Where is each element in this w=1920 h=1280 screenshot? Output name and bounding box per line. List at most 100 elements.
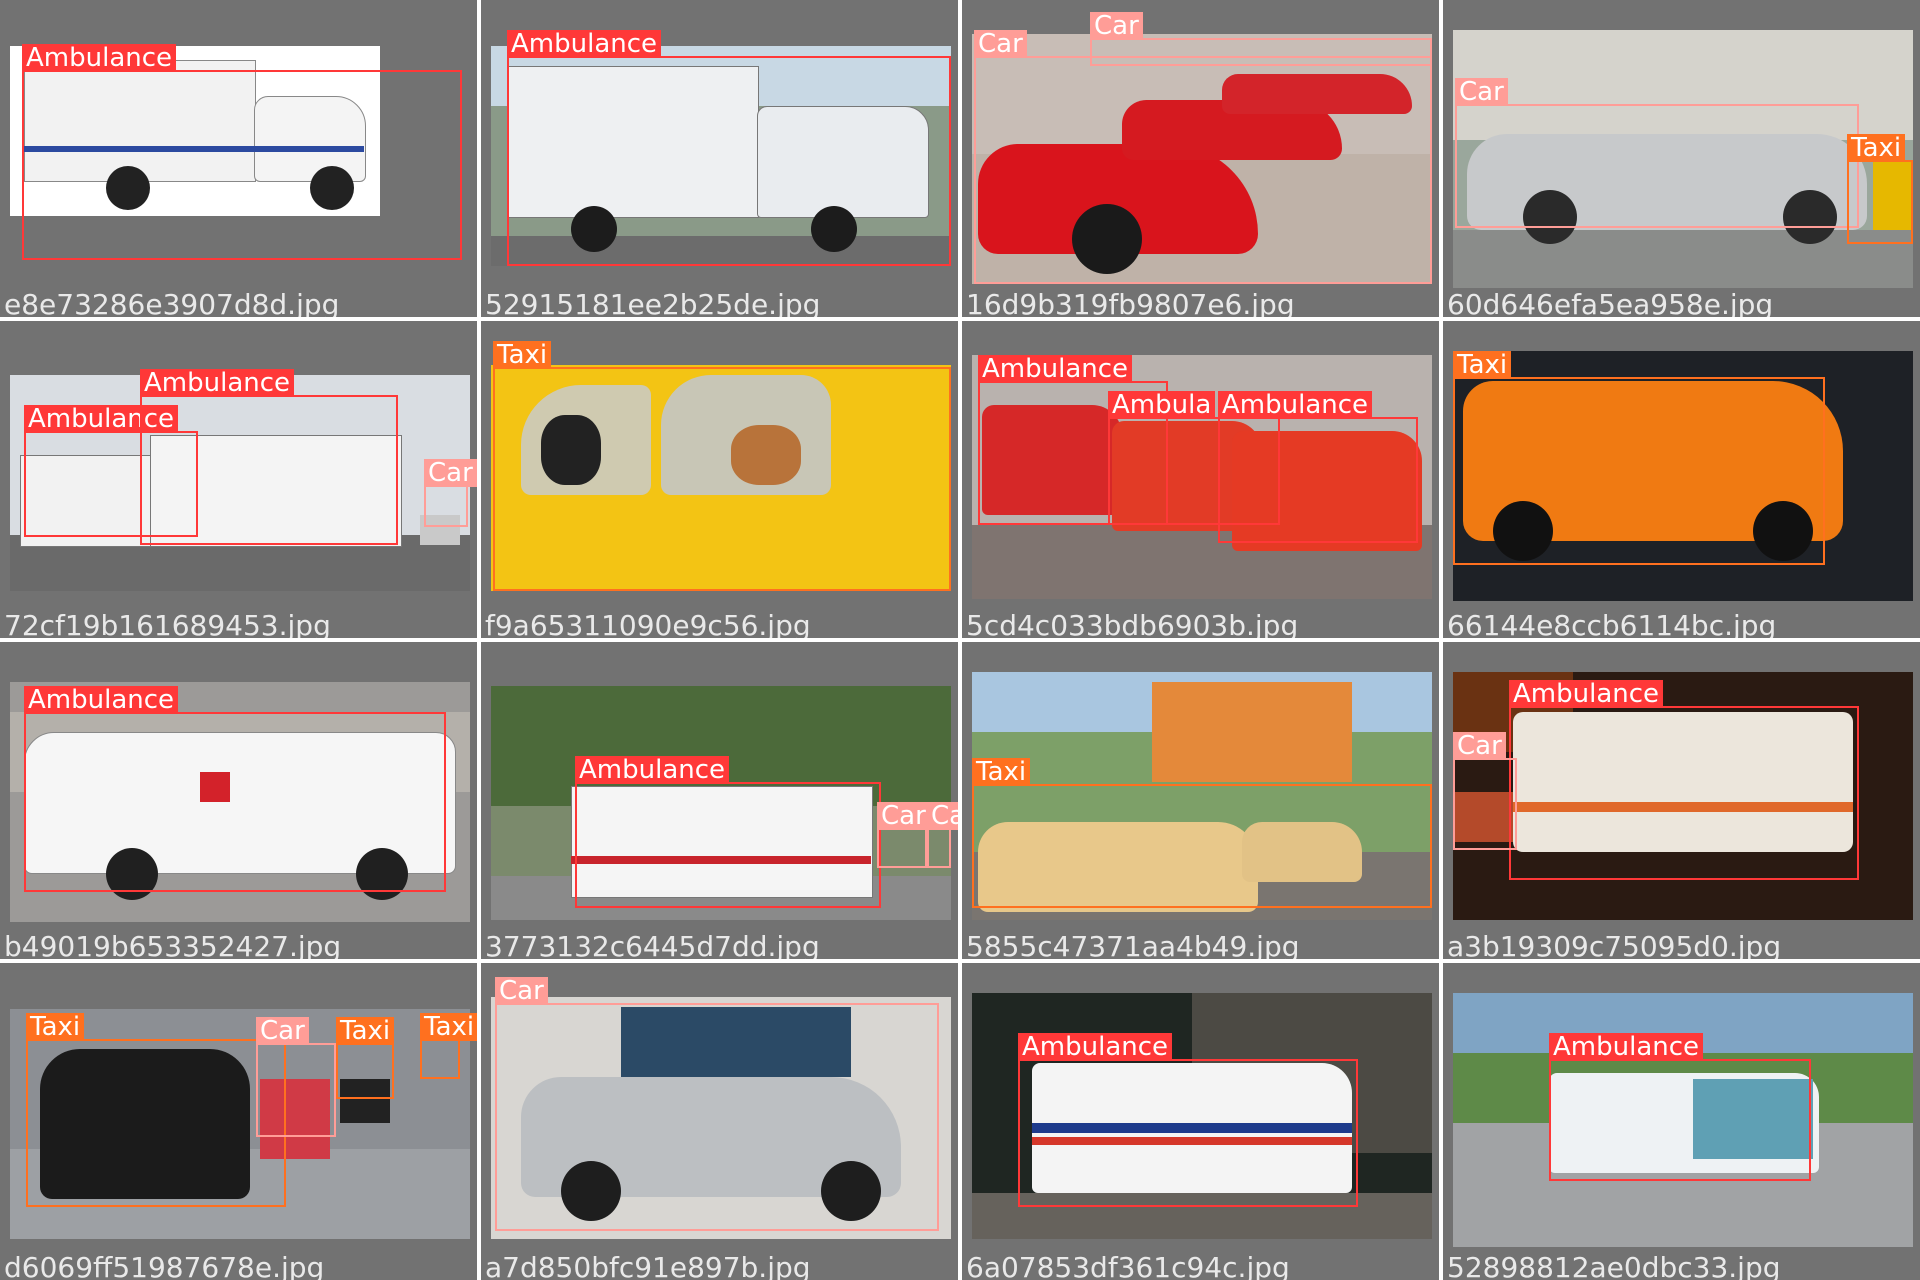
detection-label: Car: [1090, 12, 1143, 40]
detection-label: Ambulance: [22, 44, 177, 72]
detection-box: Car: [974, 30, 1432, 284]
car-shape: [420, 515, 460, 545]
photo-orange-taxi: [1453, 351, 1913, 601]
screen-shape: [621, 1007, 851, 1077]
detection-box: Ambulance: [22, 44, 462, 260]
image-filename: e8e73286e3907d8d.jpg: [4, 288, 340, 317]
photo-silver-sedan: [1453, 30, 1913, 288]
detection-box: Ambulance: [24, 686, 446, 892]
wheel-shape: [821, 1161, 881, 1221]
detection-box: Taxi: [1847, 134, 1913, 244]
detection-box: Ambulance: [575, 756, 881, 908]
detection-box: Car: [877, 802, 930, 868]
image-tile: Ambulance Ambulance Car 72cf19b161689453…: [0, 321, 477, 638]
detection-label: Taxi: [26, 1013, 85, 1041]
image-tile: Ambulance Ambula Ambulance 5cd4c033bdb69…: [962, 321, 1439, 638]
yellow-taxi-shape: [1873, 160, 1913, 230]
taxi-shape: [1242, 822, 1362, 882]
wheel-shape: [1783, 190, 1837, 244]
detection-label: Ambula: [1108, 391, 1216, 419]
ambulance-box-shape: [507, 66, 759, 218]
detection-box: Car: [424, 459, 477, 527]
image-filename: 60d646efa5ea958e.jpg: [1447, 288, 1774, 317]
ambulance-box-shape: [24, 60, 256, 182]
detection-box: Car: [256, 1017, 336, 1137]
detection-label: Ambulance: [24, 686, 179, 714]
image-tile: Ambulance Car a3b19309c75095d0.jpg: [1443, 642, 1920, 959]
detection-box: Ambulance: [1018, 1033, 1358, 1207]
detection-box: Taxi: [336, 1017, 395, 1099]
image-filename: b49019b653352427.jpg: [4, 930, 342, 959]
detection-label: Car: [424, 459, 477, 487]
detection-box: Ambulance: [1509, 680, 1859, 880]
image-filename: 52915181ee2b25de.jpg: [485, 288, 821, 317]
detection-label: Car: [877, 802, 930, 830]
detection-label: Ambulance: [1549, 1033, 1704, 1061]
image-tile: Taxi 5855c47371aa4b49.jpg: [962, 642, 1439, 959]
detection-box: Car: [1090, 12, 1432, 66]
ambulance-shape: [1513, 712, 1853, 852]
image-tile: Ambulance 52898812ae0dbc33.jpg: [1443, 963, 1920, 1280]
blue-stripe-shape: [24, 146, 364, 152]
blue-panel-shape: [1693, 1079, 1813, 1159]
stripe-shape: [1513, 802, 1853, 812]
wheel-shape: [811, 206, 857, 252]
detection-label: Car: [256, 1017, 309, 1045]
image-filename: a3b19309c75095d0.jpg: [1447, 930, 1782, 959]
stripe-shape: [571, 856, 871, 864]
image-filename: 52898812ae0dbc33.jpg: [1447, 1251, 1781, 1280]
image-filename: 66144e8ccb6114bc.jpg: [1447, 609, 1777, 638]
photo-ambulances-parking: [10, 375, 470, 591]
image-filename: f9a65311090e9c56.jpg: [485, 609, 811, 638]
photo-yellow-taxi-dogs: [491, 365, 951, 591]
detection-box: Ambulance: [507, 30, 951, 266]
detection-box: Ambulance: [1218, 391, 1418, 543]
ambulance-shape: [571, 786, 873, 898]
detection-box: Taxi: [972, 758, 1432, 908]
stripe-shape: [1032, 1137, 1352, 1145]
detection-box: Car: [927, 802, 958, 868]
image-tile: Ambulance b49019b653352427.jpg: [0, 642, 477, 959]
photo-blue-white-ambulance: [1453, 993, 1913, 1247]
detection-label: Taxi: [1847, 134, 1906, 162]
wheel-shape: [106, 166, 150, 210]
image-filename: 72cf19b161689453.jpg: [4, 609, 331, 638]
detection-label: Taxi: [493, 341, 552, 369]
image-filename: d6069ff51987678e.jpg: [4, 1251, 325, 1280]
image-tile: Taxi Car Taxi Taxi d6069ff51987678e.jpg: [0, 963, 477, 1280]
detection-label: Car: [1455, 78, 1508, 106]
dog-shape: [541, 415, 601, 485]
detection-label: Ambulance: [140, 369, 295, 397]
detection-label: Ambulance: [1018, 1033, 1173, 1061]
image-tile: Ambulance 52915181ee2b25de.jpg: [481, 0, 958, 317]
photo-red-cross-ambulance: [10, 682, 470, 922]
detection-label: Taxi: [1453, 351, 1512, 379]
black-cab-shape: [340, 1079, 390, 1123]
ambulance-shape: [150, 435, 402, 547]
red-car-shape: [1222, 74, 1412, 114]
detection-label: Ambulance: [1218, 391, 1373, 419]
image-tile: Car Taxi 60d646efa5ea958e.jpg: [1443, 0, 1920, 317]
image-tile: Ambulance Car Car 3773132c6445d7dd.jpg: [481, 642, 958, 959]
detection-box: Taxi: [26, 1013, 286, 1207]
detection-label: Taxi: [972, 758, 1031, 786]
image-tile: Ambulance 6a07853df361c94c.jpg: [962, 963, 1439, 1280]
building-shape: [1453, 30, 1913, 140]
red-van-shape: [982, 405, 1122, 515]
detection-label: Car: [974, 30, 1027, 58]
detection-label: Car: [495, 977, 548, 1005]
photo-ambulance-paramedics: [10, 46, 380, 216]
road-shape: [491, 236, 951, 266]
detection-label: Car: [927, 802, 958, 830]
detection-label: Car: [1453, 732, 1506, 760]
image-tile: Taxi f9a65311090e9c56.jpg: [481, 321, 958, 638]
ambulance-cab-shape: [757, 106, 929, 218]
image-tile: Car a7d850bfc91e897b.jpg: [481, 963, 958, 1280]
photo-beige-taxis: [972, 672, 1432, 920]
detection-label: Ambulance: [575, 756, 730, 784]
image-filename: 6a07853df361c94c.jpg: [966, 1251, 1290, 1280]
detection-box: Taxi: [1453, 351, 1825, 565]
image-filename: 3773132c6445d7dd.jpg: [485, 930, 820, 959]
ambulance-shape: [20, 455, 152, 547]
